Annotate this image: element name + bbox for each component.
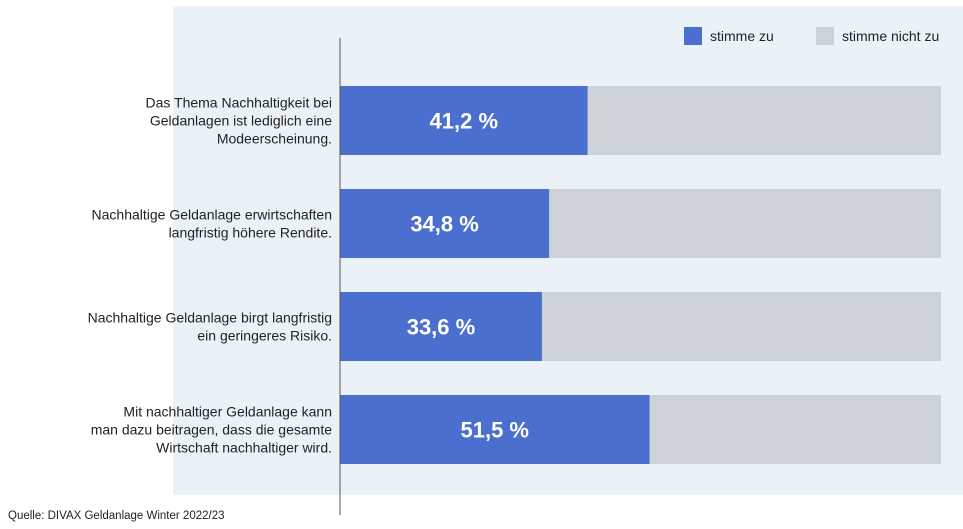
legend-label-disagree: stimme nicht zu — [842, 28, 940, 44]
data-label-1: 41,2 % — [430, 109, 499, 134]
category-label-2-line-1: Nachhaltige Geldanlage erwirtschaften — [92, 207, 332, 223]
category-label-3-line-2: ein geringeres Risiko. — [197, 328, 332, 344]
legend-label-agree: stimme zu — [710, 28, 774, 44]
bar-agree-3 — [340, 292, 542, 361]
legend-swatch-disagree — [816, 27, 834, 45]
legend-item-agree: stimme zu — [684, 26, 774, 46]
source-note: Quelle: DIVAX Geldanlage Winter 2022/23 — [8, 510, 225, 522]
category-label-1-line-2: Geldanlagen ist lediglich eine — [150, 113, 332, 129]
bar-agree-4 — [340, 395, 650, 464]
bar-agree-1 — [340, 86, 588, 155]
bar-disagree-1 — [587, 86, 941, 155]
category-label-4-line-1: Mit nachhaltiger Geldanlage kann — [123, 404, 332, 420]
category-label-1-line-1: Das Thema Nachhaltigkeit bei — [145, 95, 332, 111]
bar-disagree-3 — [541, 292, 941, 361]
bar-disagree-4 — [649, 395, 941, 464]
category-label-4-line-3: Wirtschaft nachhaltiger wird. — [156, 440, 332, 456]
category-label-2-line-2: langfristig höhere Rendite. — [169, 225, 332, 241]
data-label-3: 33,6 % — [407, 315, 476, 340]
bar-disagree-2 — [549, 189, 941, 258]
category-label-4-line-2: man dazu beitragen, dass die gesamte — [91, 422, 332, 438]
data-label-4: 51,5 % — [461, 418, 530, 443]
legend-swatch-agree — [684, 27, 702, 45]
bar-agree-2 — [340, 189, 550, 258]
category-label-1-line-3: Modeerscheinung. — [217, 131, 332, 147]
legend-item-disagree: stimme nicht zu — [816, 26, 939, 46]
data-label-2: 34,8 % — [410, 212, 479, 237]
category-label-3-line-1: Nachhaltige Geldanlage birgt langfristig — [88, 310, 332, 326]
